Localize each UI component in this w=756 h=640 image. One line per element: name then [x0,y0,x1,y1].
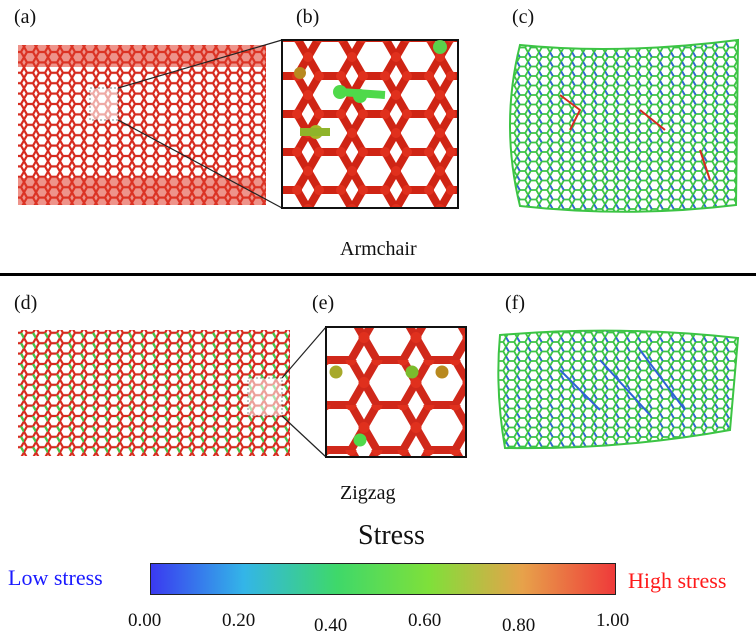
stress-colorbar [150,563,616,595]
colorbar-title: Stress [358,520,425,552]
high-stress-label: High stress [628,568,726,594]
low-stress-label: Low stress [8,565,103,591]
zigzag-tube-initial [18,330,290,456]
caption-zigzag: Zigzag [340,482,396,505]
colorbar-tick-1: 0.20 [222,610,255,632]
caption-armchair: Armchair [340,238,417,261]
colorbar-tick-4: 0.80 [502,615,535,637]
colorbar-tick-2: 0.40 [314,615,347,637]
armchair-tube-deformed [510,40,738,212]
colorbar-tick-5: 1.00 [596,610,629,632]
zigzag-tube-deformed [498,331,738,449]
zigzag-zoom-inset [326,327,466,457]
section-divider [0,273,756,276]
armchair-zoom-inset [282,40,458,208]
armchair-tube-initial [18,45,266,205]
colorbar-tick-3: 0.60 [408,610,441,632]
colorbar-tick-0: 0.00 [128,610,161,632]
